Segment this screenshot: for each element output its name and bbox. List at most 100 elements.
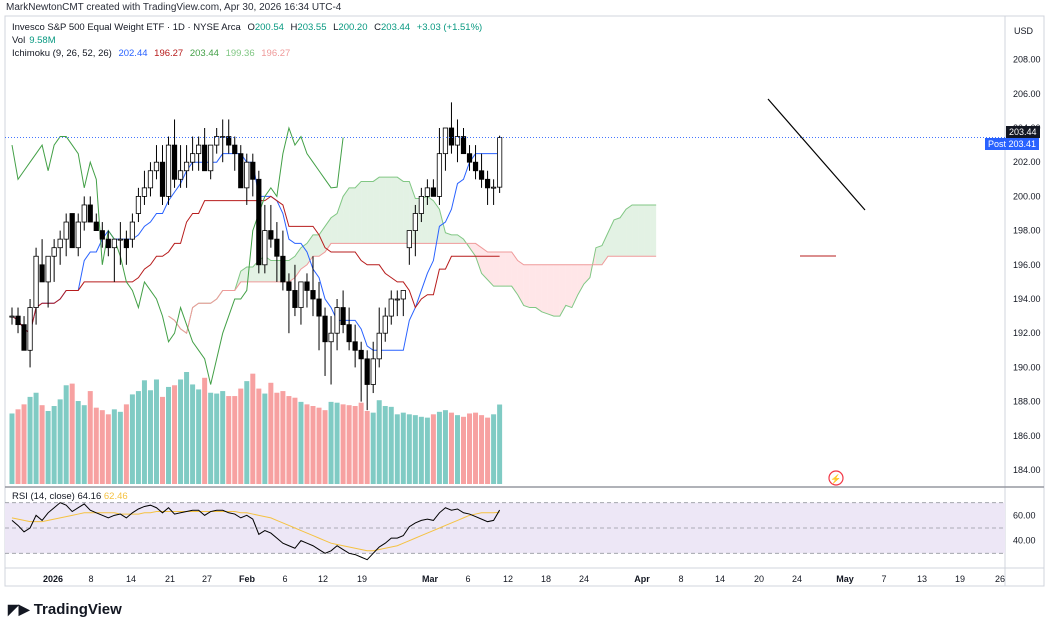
low-value: 200.20	[338, 22, 368, 33]
time-tick-label: 20	[754, 574, 764, 584]
candle-body	[346, 324, 352, 343]
legend-row-2: Vol 9.58M	[12, 35, 60, 46]
volume-bar	[196, 389, 202, 484]
volume-bar	[75, 401, 81, 484]
candle-body	[280, 255, 286, 283]
candle-body	[51, 247, 57, 257]
volume-bar	[220, 391, 226, 484]
time-tick-label: 7	[881, 574, 886, 584]
annotations	[767, 98, 866, 257]
candle-body	[69, 213, 75, 249]
candle-body	[466, 153, 473, 163]
kijun-value: 196.27	[154, 48, 184, 59]
time-axis: 2026 8 14 21 27 Feb 6 12 19 Mar 6 12 18 24 Apr 8 14 20 24 M…	[43, 574, 1005, 584]
candle-body	[497, 137, 503, 188]
volume-bar	[322, 410, 328, 484]
cloud-segment	[445, 232, 452, 244]
time-tick-label: 19	[955, 574, 965, 584]
volume-bar	[27, 396, 33, 484]
candle-body	[196, 144, 202, 155]
cloud-segment	[559, 264, 566, 317]
volume-bar	[256, 388, 262, 484]
volume-bar	[33, 392, 39, 484]
volume-bar	[39, 405, 45, 484]
volume-value: 9.58M	[29, 35, 56, 46]
time-tick-label: 6	[465, 574, 470, 584]
cloud-segment	[523, 264, 530, 308]
cloud-segment	[439, 209, 446, 244]
volume-bar	[9, 413, 15, 484]
candle-body	[57, 238, 63, 249]
candle-body	[111, 238, 117, 249]
currency-label: USD	[1014, 26, 1034, 36]
candle-body	[171, 144, 178, 180]
volume-bar	[286, 396, 292, 484]
volume-bar	[208, 392, 214, 484]
candle-body	[93, 221, 99, 232]
time-tick-label: 2026	[43, 574, 63, 584]
candle-body	[388, 298, 394, 317]
candle-body	[328, 332, 334, 343]
open-label: O	[247, 22, 255, 33]
tenkan-value: 202.44	[118, 48, 148, 59]
volume-bar	[467, 413, 473, 484]
candle-body	[370, 358, 376, 385]
candle-body	[9, 315, 15, 318]
candle-body	[358, 349, 364, 360]
volume-bar	[190, 384, 196, 484]
volume-bar	[184, 372, 190, 484]
cloud-segment	[451, 234, 458, 244]
candle-body	[45, 255, 51, 283]
cloud-segment	[487, 251, 494, 287]
volume-bar	[262, 393, 268, 484]
lagging-span-line	[11, 126, 344, 385]
price-tick-label: 188.00	[1013, 397, 1041, 407]
cloud-segment	[457, 234, 464, 244]
close-label: C	[374, 22, 381, 33]
ichimoku-label: Ichimoku (9, 26, 52, 26)	[12, 48, 112, 59]
candle-body	[129, 221, 135, 240]
volume-bar	[304, 404, 310, 484]
candle-body	[442, 127, 449, 155]
candle-body	[189, 153, 196, 163]
volume-bar	[370, 412, 376, 484]
cloud-segment	[511, 251, 518, 295]
candle-body	[232, 144, 238, 155]
candle-body	[87, 204, 93, 223]
tv-logo-icon: ◤▶	[8, 601, 30, 617]
price-tick-label: 208.00	[1013, 55, 1041, 65]
open-value: 200.54	[254, 22, 284, 33]
time-tick-label: 26	[995, 574, 1005, 584]
volume-bar	[172, 385, 178, 484]
earnings-icon	[828, 470, 844, 486]
cloud-segment	[529, 264, 536, 308]
candle-body	[310, 290, 316, 300]
candle-body	[478, 170, 485, 180]
volume-bar	[424, 417, 430, 484]
volume-bar	[292, 397, 298, 484]
candle-body	[21, 324, 27, 351]
symbol-title: Invesco S&P 500 Equal Weight ETF · 1D · …	[12, 22, 241, 33]
volume-bar	[129, 394, 135, 484]
time-tick-label: 14	[715, 574, 725, 584]
volume-bar	[298, 401, 304, 484]
volume-bar	[280, 391, 286, 484]
volume-bar	[485, 417, 491, 484]
candle-body	[448, 127, 455, 146]
volume-bar	[454, 415, 460, 484]
tradingview-logo[interactable]: ◤▶ TradingView	[8, 601, 122, 618]
post-price: 203.41	[1008, 139, 1037, 149]
candle-body	[352, 341, 358, 351]
cloud-segment	[379, 177, 386, 244]
volume-bar	[147, 390, 153, 484]
cloud-segment	[505, 251, 512, 287]
trendline	[767, 98, 866, 211]
candle-body	[394, 298, 400, 301]
cloud-segment	[547, 264, 554, 317]
time-tick-label: Feb	[239, 574, 256, 584]
rsi-ma-line	[11, 511, 500, 552]
time-tick-label: 18	[541, 574, 551, 584]
cloud-segment	[595, 245, 602, 265]
cloud-segment	[577, 264, 584, 295]
